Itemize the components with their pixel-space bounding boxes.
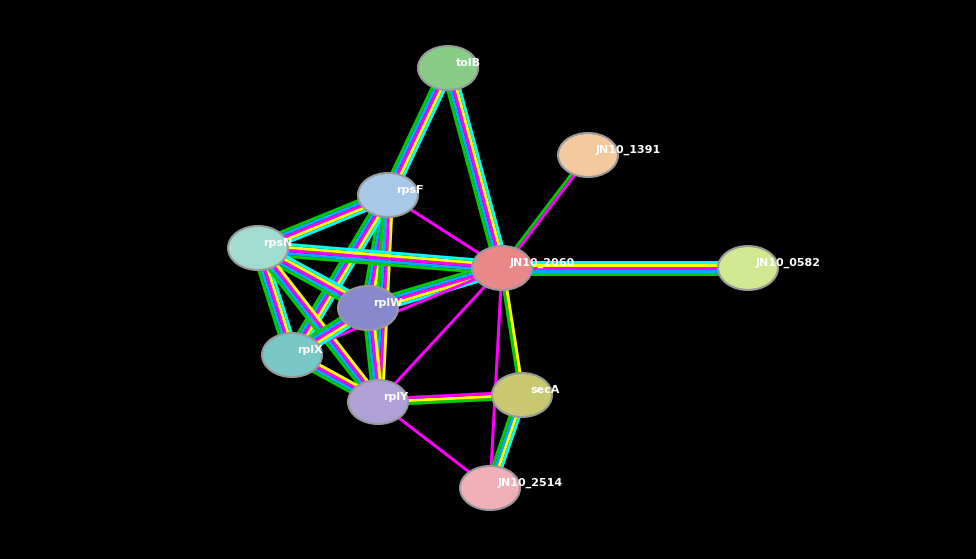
Text: JN10_2514: JN10_2514 [498, 478, 563, 488]
Text: JN10_1391: JN10_1391 [596, 145, 662, 155]
Ellipse shape [718, 246, 778, 290]
Ellipse shape [558, 133, 618, 177]
Ellipse shape [418, 46, 478, 90]
Text: secA: secA [530, 385, 559, 395]
Text: rplY: rplY [383, 392, 408, 402]
Ellipse shape [262, 333, 322, 377]
Text: JN10_2060: JN10_2060 [510, 258, 575, 268]
Ellipse shape [460, 466, 520, 510]
Ellipse shape [492, 373, 552, 417]
Text: JN10_0582: JN10_0582 [756, 258, 821, 268]
Ellipse shape [358, 173, 418, 217]
Text: rplX: rplX [297, 345, 323, 355]
Ellipse shape [472, 246, 532, 290]
Text: rpsF: rpsF [396, 185, 424, 195]
Ellipse shape [338, 286, 398, 330]
Ellipse shape [228, 226, 288, 270]
Text: rpsN: rpsN [263, 238, 292, 248]
Ellipse shape [348, 380, 408, 424]
Text: rplW: rplW [373, 298, 402, 308]
Text: tolB: tolB [456, 58, 481, 68]
